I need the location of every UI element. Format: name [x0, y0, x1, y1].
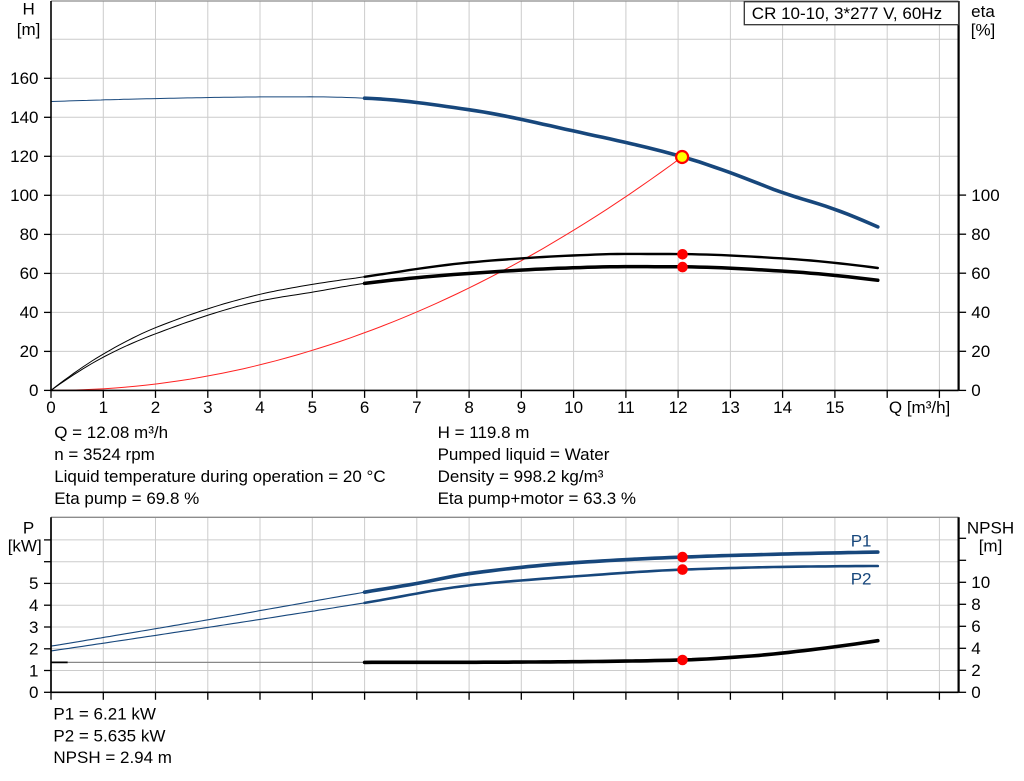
svg-text:Eta pump+motor = 63.3 %: Eta pump+motor = 63.3 %	[438, 489, 636, 508]
svg-text:[kW]: [kW]	[8, 537, 42, 556]
svg-text:n = 3524 rpm: n = 3524 rpm	[54, 445, 155, 464]
svg-text:80: 80	[971, 225, 990, 244]
svg-text:5: 5	[308, 398, 317, 417]
svg-text:120: 120	[10, 147, 38, 166]
svg-text:0: 0	[971, 683, 980, 702]
svg-text:P: P	[23, 518, 34, 537]
svg-text:5: 5	[29, 574, 38, 593]
svg-text:0: 0	[971, 381, 980, 400]
svg-text:4: 4	[255, 398, 264, 417]
svg-text:[m]: [m]	[17, 20, 41, 39]
svg-text:60: 60	[971, 264, 990, 283]
svg-text:100: 100	[971, 186, 999, 205]
svg-text:Q [m³/h]: Q [m³/h]	[889, 398, 950, 417]
svg-text:8: 8	[464, 398, 473, 417]
svg-text:H: H	[22, 0, 34, 19]
svg-text:80: 80	[20, 225, 39, 244]
svg-text:1: 1	[99, 398, 108, 417]
svg-text:Pumped liquid = Water: Pumped liquid = Water	[438, 445, 610, 464]
svg-text:4: 4	[971, 639, 980, 658]
svg-text:13: 13	[721, 398, 740, 417]
svg-text:Eta pump = 69.8 %: Eta pump = 69.8 %	[54, 489, 199, 508]
svg-text:10: 10	[971, 573, 990, 592]
svg-text:60: 60	[20, 264, 39, 283]
svg-text:7: 7	[412, 398, 421, 417]
svg-text:6: 6	[971, 617, 980, 636]
svg-text:140: 140	[10, 108, 38, 127]
svg-text:12: 12	[669, 398, 688, 417]
svg-text:P1: P1	[851, 532, 872, 551]
svg-text:3: 3	[29, 618, 38, 637]
svg-text:CR 10-10, 3*277 V, 60Hz: CR 10-10, 3*277 V, 60Hz	[752, 4, 942, 23]
svg-text:eta: eta	[971, 2, 995, 21]
svg-text:P1 = 6.21 kW: P1 = 6.21 kW	[53, 704, 156, 723]
svg-text:20: 20	[20, 342, 39, 361]
svg-text:160: 160	[10, 69, 38, 88]
svg-text:3: 3	[203, 398, 212, 417]
svg-text:NPSH = 2.94 m: NPSH = 2.94 m	[53, 748, 172, 767]
svg-text:H = 119.8 m: H = 119.8 m	[438, 423, 530, 442]
svg-text:10: 10	[564, 398, 583, 417]
svg-text:100: 100	[10, 186, 38, 205]
svg-text:0: 0	[46, 398, 55, 417]
svg-text:2: 2	[971, 661, 980, 680]
svg-text:Q = 12.08 m³/h: Q = 12.08 m³/h	[54, 423, 168, 442]
svg-text:2: 2	[29, 640, 38, 659]
svg-text:8: 8	[971, 595, 980, 614]
svg-text:NPSH: NPSH	[967, 518, 1014, 537]
svg-text:1: 1	[29, 661, 38, 680]
svg-text:0: 0	[29, 381, 38, 400]
svg-text:15: 15	[825, 398, 844, 417]
svg-text:9: 9	[517, 398, 526, 417]
svg-text:Density = 998.2 kg/m³: Density = 998.2 kg/m³	[438, 467, 604, 486]
svg-text:6: 6	[360, 398, 369, 417]
svg-text:Liquid temperature during oper: Liquid temperature during operation = 20…	[54, 467, 385, 486]
svg-text:40: 40	[20, 303, 39, 322]
svg-text:P2 = 5.635 kW: P2 = 5.635 kW	[53, 726, 165, 745]
svg-text:[m]: [m]	[979, 537, 1003, 556]
svg-text:11: 11	[617, 398, 635, 417]
svg-text:40: 40	[971, 303, 990, 322]
svg-text:14: 14	[773, 398, 792, 417]
svg-text:P2: P2	[851, 569, 872, 588]
svg-text:20: 20	[971, 342, 990, 361]
svg-text:2: 2	[151, 398, 160, 417]
svg-text:4: 4	[29, 596, 38, 615]
svg-text:0: 0	[29, 683, 38, 702]
svg-text:[%]: [%]	[971, 20, 996, 39]
